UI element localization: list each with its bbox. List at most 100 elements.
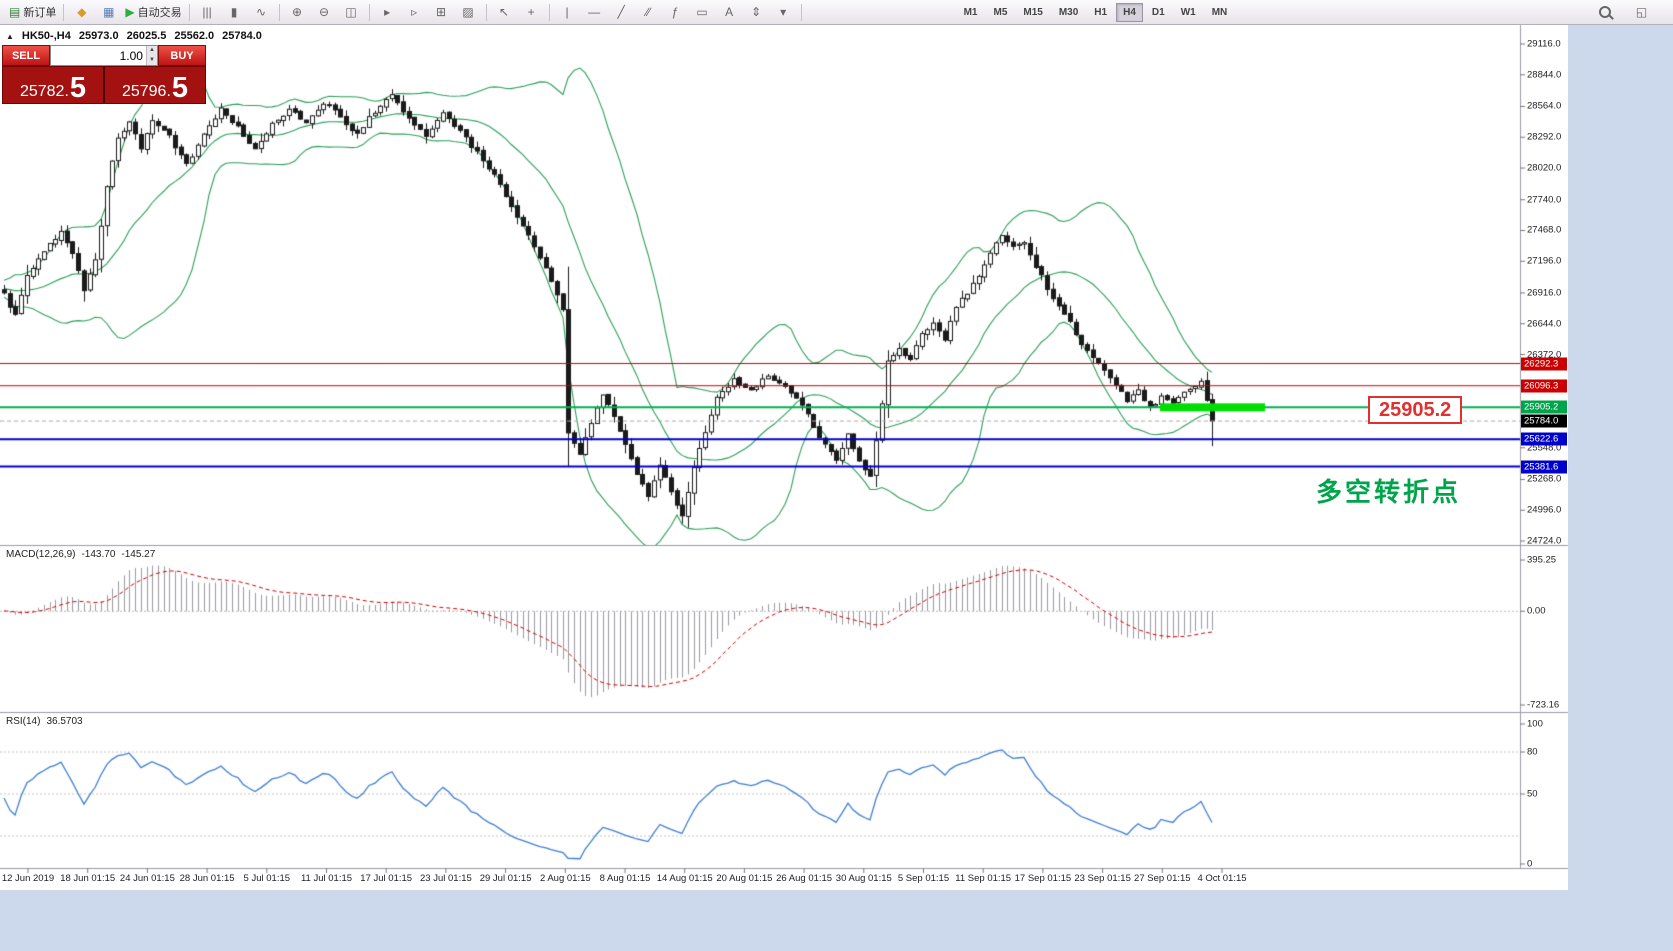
symbol-title: HK50-,H4 [21,30,71,42]
text-button[interactable]: A [716,1,743,23]
horizontal-line-button[interactable]: — [581,1,608,23]
one-click-trading-panel: SELL ▲ ▼ BUY 25782.5 25796.5 [2,45,206,104]
turning-point-annotation[interactable]: 多空转折点 [1316,477,1462,507]
search-button[interactable] [1591,1,1618,23]
indicators-button[interactable]: ⊞ [428,1,455,23]
timeframe-w1[interactable]: W1 [1180,6,1196,18]
timeframe-m5[interactable]: M5 [993,6,1008,18]
volume-down-icon[interactable]: ▼ [146,55,157,65]
zoom-in-icon: ⊕ [292,5,303,19]
ohlc-open: 25973.0 [78,30,119,42]
time-axis-label: 5 Jul 01:15 [243,873,291,884]
market-watch-button[interactable]: ◆ [68,1,95,23]
timeframe-m30[interactable]: M30 [1058,6,1079,18]
templates-button[interactable]: ▨ [455,1,482,23]
auto-trading-button[interactable]: ▶ 自动交易 [122,1,184,23]
macd-axis-label: 0.00 [1527,605,1546,617]
price-tick: 28292.0 [1527,131,1562,143]
new-order-button[interactable]: ▤ 新订单 [6,1,59,23]
time-axis-label: 29 Jul 01:15 [479,873,532,884]
price-tick: 29116.0 [1527,38,1561,50]
price-tick: 28564.0 [1527,100,1562,112]
price-tick: 25268.0 [1527,473,1562,485]
trade-panel-controls: SELL ▲ ▼ BUY [2,45,206,66]
buy-price-big-digit: 5 [171,72,189,104]
toolbar-separator [800,3,802,21]
price-tick: 27468.0 [1527,224,1562,236]
rsi-axis-label: 100 [1527,718,1543,730]
time-axis-label: 14 Aug 01:15 [656,873,713,884]
trendline-icon: ╱ [617,5,625,19]
price-tick: 24724.0 [1527,535,1562,547]
time-axis-label: 30 Aug 01:15 [835,873,892,884]
chart-shift-icon: ▹ [411,5,418,19]
price-tick: 24996.0 [1527,504,1562,516]
line-chart-button[interactable]: ∿ [248,1,275,23]
tile-windows-button[interactable]: ◫ [338,1,365,23]
cursor-button[interactable]: ↖ [491,1,518,23]
buy-price-main: 25796. [121,83,171,100]
auto-scroll-button[interactable]: ▸ [374,1,401,23]
chart-shift-button[interactable]: ▹ [401,1,428,23]
timeframe-m15[interactable]: M15 [1023,6,1043,18]
volume-spinner: ▲ ▼ [145,46,157,65]
indicators-icon: ⊞ [436,5,447,19]
volume-up-icon[interactable]: ▲ [146,46,157,56]
toolbar-right-group: ◱ [1591,1,1667,23]
zoom-in-button[interactable]: ⊕ [284,1,311,23]
expand-button[interactable]: ◱ [1628,1,1655,23]
volume-input[interactable] [51,46,146,65]
toolbar-main-group: ▤ 新订单 ◆ ▦ ▶ 自动交易 ||| ▮ ∿ ⊕ ⊖ ◫ ▸ ▹ ⊞ ▨ ↖ + | — ╱ ∕∕ ƒ ▭ A ⇕ ▾ [6,1,806,23]
text-icon: A [725,5,734,19]
price-tick: 28020.0 [1527,162,1562,174]
time-axis-label: 18 Jun 01:15 [60,873,116,884]
candlestick-chart-button[interactable]: ▮ [221,1,248,23]
price-callout-label[interactable]: 25905.2 [1368,396,1463,424]
data-window-button[interactable]: ▦ [95,1,122,23]
arrows-button[interactable]: ⇕ [743,1,770,23]
trendline-button[interactable]: ╱ [608,1,635,23]
toolbar-separator [548,3,550,21]
objects-dropdown-button[interactable]: ▾ [770,1,797,23]
timeframe-toolbar: M1 M5 M15 M30 H1 H4 D1 W1 MN [956,2,1236,22]
expand-icon: ◱ [1635,5,1648,19]
toolbar-separator [368,3,370,21]
auto-trading-label: 自动交易 [137,7,182,19]
objects-dropdown-icon: ▾ [780,5,787,19]
templates-icon: ▨ [462,5,474,19]
chart-info-line: ▲ HK50-,H4 25973.0 26025.5 25562.0 25784… [6,30,262,42]
time-axis-label: 4 Oct 01:15 [1197,873,1247,884]
time-axis-label: 20 Aug 01:15 [716,873,773,884]
sell-button[interactable]: SELL [2,45,50,66]
time-axis-label: 26 Aug 01:15 [776,873,833,884]
macd-axis-label: 395.25 [1527,554,1557,566]
time-axis-label: 12 Jun 2019 [1,873,55,884]
cursor-icon: ↖ [499,5,510,19]
equidistant-channel-button[interactable]: ∕∕ [635,1,662,23]
price-tick: 27740.0 [1527,194,1562,206]
crosshair-icon: + [527,5,535,19]
toolbar-separator [485,3,487,21]
macd-value-main: -143.70 [81,549,116,560]
bar-chart-icon: ||| [202,5,212,19]
zoom-out-button[interactable]: ⊖ [311,1,338,23]
timeframe-d1[interactable]: D1 [1151,6,1165,18]
timeframe-h1[interactable]: H1 [1094,6,1108,18]
sell-price[interactable]: 25782. 5 [3,67,105,103]
vertical-line-button[interactable]: | [554,1,581,23]
timeframe-m1[interactable]: M1 [963,6,978,18]
buy-price[interactable]: 25796. 5 [105,67,205,103]
timeframe-h4[interactable]: H4 [1116,2,1143,22]
new-order-label: 新订单 [23,7,57,19]
rsi-indicator-label: RSI(14) 36.5703 [6,716,83,727]
buy-button[interactable]: BUY [158,45,206,66]
fibonacci-button[interactable]: ƒ [662,1,689,23]
crosshair-button[interactable]: + [518,1,545,23]
horizontal-line-icon: — [588,5,601,19]
time-axis-label: 8 Aug 01:15 [599,873,651,884]
timeframe-mn[interactable]: MN [1211,6,1228,18]
bar-chart-button[interactable]: ||| [194,1,221,23]
shapes-button[interactable]: ▭ [689,1,716,23]
